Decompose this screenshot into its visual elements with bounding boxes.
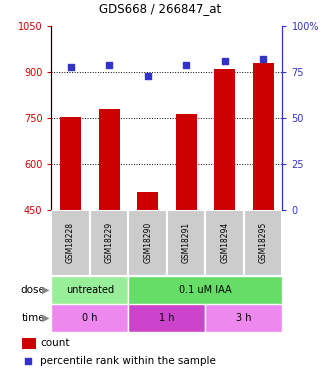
Bar (60, 117, 81, 210)
Bar (253, 63, 274, 210)
Bar (128, 304, 205, 332)
Point (261, 56, 266, 62)
Text: 0.1 uM IAA: 0.1 uM IAA (179, 285, 232, 295)
Text: GSM18294: GSM18294 (220, 222, 229, 263)
Point (232, 254, 237, 260)
Text: ▶: ▶ (42, 285, 50, 295)
Text: count: count (40, 338, 70, 348)
Text: ▶: ▶ (42, 313, 50, 323)
Bar (214, 69, 235, 210)
Point (145, 73, 150, 79)
Bar (51, 304, 128, 332)
Bar (205, 304, 282, 332)
Text: 0 h: 0 h (82, 313, 98, 323)
Text: 1 h: 1 h (159, 313, 175, 323)
Text: GSM18229: GSM18229 (105, 222, 114, 263)
Text: percentile rank within the sample: percentile rank within the sample (40, 356, 216, 366)
Text: GSM18295: GSM18295 (259, 222, 268, 263)
Text: GSM18291: GSM18291 (182, 222, 191, 263)
Point (68, 64, 73, 70)
Bar (128, 276, 282, 304)
Bar (205, 210, 244, 276)
Point (107, 62, 112, 68)
Point (184, 62, 189, 68)
Bar (51, 276, 128, 304)
Bar (128, 210, 167, 276)
Bar (244, 210, 282, 276)
Text: GSM18290: GSM18290 (143, 222, 152, 263)
Point (222, 58, 227, 64)
Text: GSM18228: GSM18228 (66, 222, 75, 263)
Text: GDS668 / 266847_at: GDS668 / 266847_at (100, 2, 221, 15)
Bar (167, 210, 205, 276)
Text: time: time (21, 313, 45, 323)
Bar (22, 338, 36, 349)
Text: dose: dose (20, 285, 45, 295)
Bar (137, 192, 158, 210)
Bar (90, 210, 128, 276)
Bar (51, 210, 90, 276)
Bar (176, 114, 197, 210)
Bar (99, 109, 120, 210)
Text: untreated: untreated (66, 285, 114, 295)
Text: 3 h: 3 h (236, 313, 252, 323)
